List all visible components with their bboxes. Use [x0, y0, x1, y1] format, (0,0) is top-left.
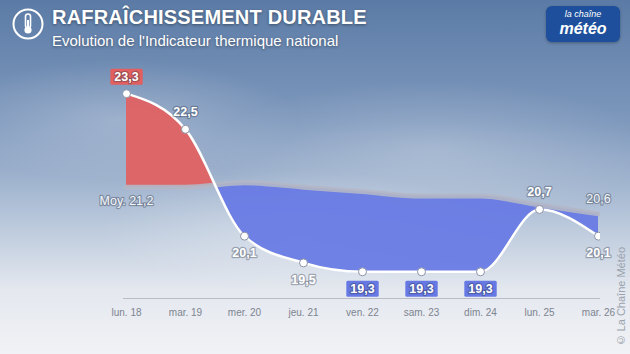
svg-text:23,3: 23,3	[114, 70, 138, 84]
svg-text:20,7: 20,7	[527, 185, 551, 199]
svg-text:Moy. 21,2: Moy. 21,2	[100, 194, 154, 208]
svg-text:lun. 25: lun. 25	[524, 307, 554, 318]
svg-text:mer. 20: mer. 20	[228, 307, 262, 318]
svg-text:20,1: 20,1	[232, 246, 256, 260]
svg-text:20,6: 20,6	[586, 192, 610, 206]
svg-text:dim. 24: dim. 24	[464, 307, 497, 318]
svg-text:mar. 26: mar. 26	[582, 307, 616, 318]
html-text:RAFRAÎCHISSEMENT DURABLE: RAFRAÎCHISSEMENT DURABLE	[52, 6, 367, 28]
html-text:la chaîne: la chaîne	[564, 9, 602, 19]
svg-text:19,3: 19,3	[468, 282, 492, 296]
html-text:météo: météo	[559, 20, 607, 37]
svg-text:lun. 18: lun. 18	[111, 307, 141, 318]
svg-text:mar. 19: mar. 19	[169, 307, 203, 318]
svg-text:ven. 22: ven. 22	[346, 307, 379, 318]
svg-text:20,1: 20,1	[586, 246, 610, 260]
svg-text:19,3: 19,3	[350, 282, 374, 296]
svg-text:sam. 23: sam. 23	[404, 307, 440, 318]
svg-text:19,3: 19,3	[409, 282, 433, 296]
html-text:© La Chaîne Météo: © La Chaîne Météo	[615, 246, 627, 346]
svg-text:22,5: 22,5	[173, 105, 197, 119]
svg-text:19,5: 19,5	[291, 273, 315, 287]
html-text:Evolution de l'Indicateur ther: Evolution de l'Indicateur thermique nati…	[52, 32, 339, 49]
svg-text:jeu. 21: jeu. 21	[287, 307, 318, 318]
